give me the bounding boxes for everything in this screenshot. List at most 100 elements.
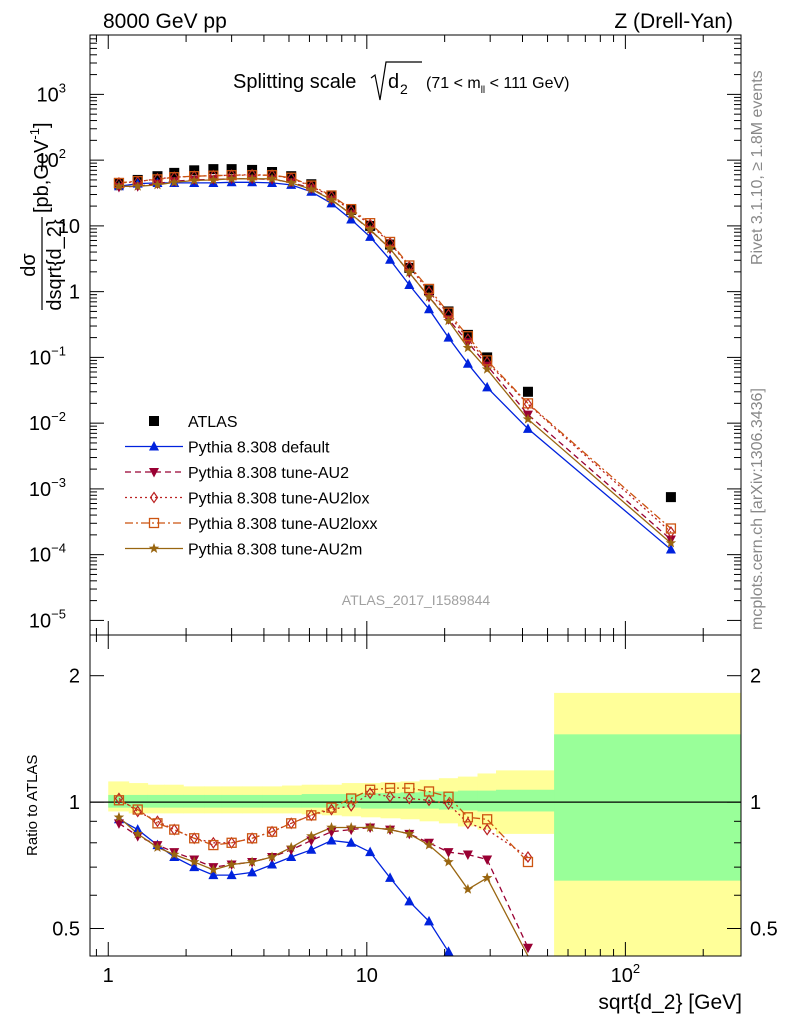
ratio-point-au2lox bbox=[424, 794, 434, 807]
ratio-point-au2 bbox=[482, 855, 493, 865]
ratio-point-default bbox=[404, 895, 415, 906]
ratio-point-au2 bbox=[462, 850, 473, 861]
x-tick-label: 102 bbox=[611, 961, 640, 987]
ratio-point-au2loxx bbox=[364, 784, 376, 795]
main-point-default bbox=[462, 358, 473, 368]
ratio-y-tick-label: 0.5 bbox=[750, 918, 778, 940]
ratio-point-default bbox=[424, 915, 435, 926]
ratio-point-au2m bbox=[226, 859, 237, 869]
main-point-au2loxx bbox=[462, 331, 474, 342]
main-point-au2m bbox=[423, 291, 435, 302]
ratio-point-au2loxx bbox=[286, 818, 297, 829]
ratio-point-au2loxx bbox=[246, 833, 258, 844]
ratio-point-default bbox=[365, 846, 376, 857]
main-point-au2m bbox=[132, 180, 143, 191]
band-inner bbox=[147, 794, 165, 808]
ratio-point-au2loxx bbox=[266, 826, 278, 837]
ylabel-denominator: dsqrt{d_2} bbox=[44, 219, 66, 311]
ratio-point-au2m bbox=[384, 824, 396, 835]
y-tick-label: 10−2 bbox=[29, 409, 66, 435]
legend-label-au2lox: Pythia 8.308 tune-AU2lox bbox=[188, 491, 369, 508]
ratio-point-au2lox bbox=[365, 787, 375, 800]
ratio-point-au2lox bbox=[346, 799, 356, 812]
ratio-point-au2m bbox=[132, 828, 143, 839]
band-inner bbox=[262, 794, 283, 808]
ratio-point-au2lox bbox=[209, 836, 218, 849]
legend-marker-au2loxx bbox=[148, 517, 160, 529]
band-inner bbox=[301, 794, 323, 808]
ratio-point-default bbox=[385, 872, 396, 882]
main-point-au2m bbox=[188, 175, 200, 185]
ratio-point-default bbox=[306, 844, 317, 854]
band-inner bbox=[183, 794, 205, 808]
ratio-point-au2lox bbox=[444, 797, 453, 810]
main-point-au2m bbox=[152, 179, 163, 190]
legend-marker-au2lox bbox=[149, 491, 159, 504]
main-point-au2m bbox=[326, 194, 337, 205]
plot-title-sqrt-arg: d bbox=[388, 71, 399, 93]
header-right: Z (Drell-Yan) bbox=[614, 10, 733, 33]
main-point-au2m bbox=[285, 177, 297, 188]
main-point-atlas bbox=[208, 164, 219, 175]
ratio-point-au2m bbox=[188, 856, 200, 867]
main-point-default bbox=[482, 381, 493, 392]
ylabel-main: dσ dsqrt{d_2} [pb,GeV-1] bbox=[18, 122, 66, 310]
legend-label-au2m: Pythia 8.308 tune-AU2m bbox=[188, 542, 362, 559]
ratio-point-au2loxx bbox=[384, 782, 396, 794]
ratio-point-au2lox bbox=[385, 790, 395, 803]
main-point-default bbox=[365, 231, 376, 241]
legend-label-au2: Pythia 8.308 tune-AU2 bbox=[188, 465, 349, 482]
main-series-markers bbox=[113, 164, 677, 554]
mcplots-label: mcplots.cern.ch [arXiv:1306.3436] bbox=[749, 388, 766, 630]
legend-marker-au2 bbox=[149, 468, 159, 478]
band-inner bbox=[128, 794, 149, 808]
ratio-y-tick-label: 2 bbox=[69, 666, 80, 688]
ratio-point-default bbox=[346, 837, 357, 847]
ratio-point-au2loxx bbox=[462, 812, 474, 823]
main-point-au2m bbox=[443, 315, 454, 326]
main-point-au2m bbox=[113, 180, 125, 191]
y-tick-label: 10−5 bbox=[29, 606, 66, 632]
band-inner bbox=[438, 791, 459, 810]
main-point-au2m bbox=[306, 183, 317, 194]
band-inner bbox=[164, 794, 184, 808]
main-point-atlas bbox=[152, 171, 163, 182]
ratio-point-default bbox=[247, 866, 258, 877]
band-inner bbox=[477, 790, 497, 812]
plot-title-range: (71 < mll < 111 GeV) bbox=[426, 75, 569, 96]
ratio-point-au2loxx bbox=[326, 802, 337, 813]
main-point-default bbox=[522, 423, 533, 433]
main-point-au2m bbox=[665, 537, 677, 548]
analysis-id: ATLAS_2017_I1589844 bbox=[342, 592, 491, 608]
main-point-atlas bbox=[286, 171, 297, 182]
ratio-point-au2loxx bbox=[132, 804, 143, 815]
main-point-atlas bbox=[226, 164, 237, 175]
main-point-default bbox=[385, 254, 396, 264]
ratio-line-au2loxx bbox=[118, 787, 529, 863]
ratio-point-au2loxx bbox=[306, 810, 317, 821]
ratio-point-au2 bbox=[346, 825, 357, 836]
main-point-au2m bbox=[462, 342, 474, 353]
xlabel: sqrt{d_2} [GeV] bbox=[598, 991, 742, 1014]
band-inner bbox=[554, 734, 742, 881]
main-line-au2m bbox=[119, 178, 672, 544]
main-point-au2m bbox=[169, 176, 180, 187]
main-point-default bbox=[404, 279, 415, 290]
legend-label-default: Pythia 8.308 default bbox=[188, 440, 330, 457]
ratio-point-au2lox bbox=[327, 803, 336, 816]
x-tick-label: 1 bbox=[103, 965, 114, 987]
ratio-point-au2loxx bbox=[189, 833, 200, 844]
ratio-point-au2loxx bbox=[152, 818, 163, 829]
ratio-point-au2m bbox=[423, 839, 435, 850]
main-point-au2m bbox=[208, 174, 219, 185]
plot-title: Splitting scale d 2 (71 < mll < 111 GeV) bbox=[233, 61, 569, 101]
band-inner bbox=[204, 794, 223, 808]
ratio-point-au2m bbox=[169, 849, 180, 860]
ratio-point-au2m bbox=[443, 856, 454, 867]
main-point-au2m bbox=[345, 208, 357, 219]
main-point-au2loxx bbox=[665, 523, 677, 534]
ratio-panel: 0.5 0.5 1 1 2 2 bbox=[52, 634, 778, 957]
ratio-point-au2m bbox=[462, 883, 474, 894]
ratio-point-au2m bbox=[404, 828, 415, 839]
main-point-atlas bbox=[267, 167, 278, 178]
